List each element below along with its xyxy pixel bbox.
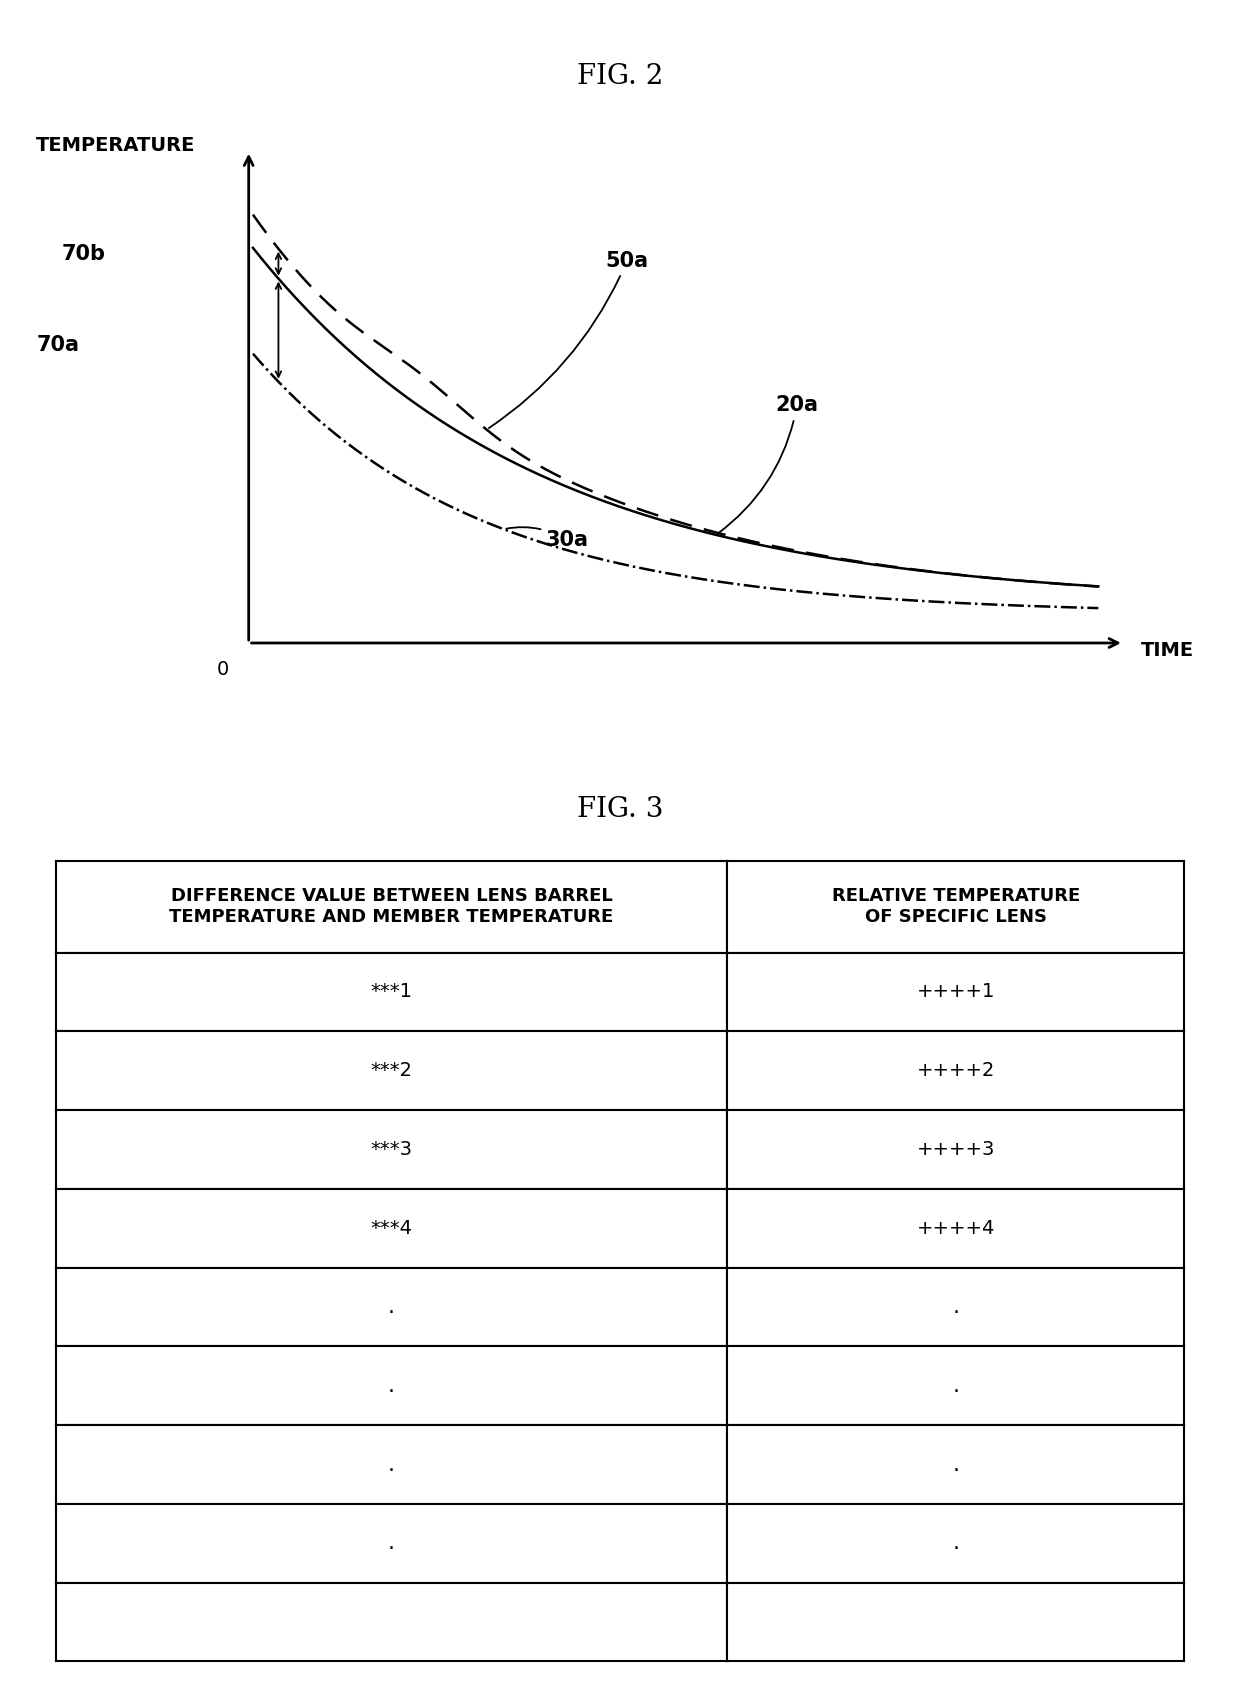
Text: RELATIVE TEMPERATURE
OF SPECIFIC LENS: RELATIVE TEMPERATURE OF SPECIFIC LENS (832, 888, 1080, 925)
Text: ++++1: ++++1 (916, 983, 994, 1002)
Text: .: . (388, 1455, 396, 1474)
Text: .: . (952, 1534, 960, 1554)
Text: .: . (388, 1297, 396, 1317)
Text: .: . (952, 1375, 960, 1396)
Text: ***3: ***3 (371, 1140, 413, 1159)
Text: 20a: 20a (718, 395, 818, 533)
Text: ++++2: ++++2 (916, 1062, 994, 1080)
Text: TIME: TIME (1141, 641, 1194, 659)
Text: ***1: ***1 (371, 983, 413, 1002)
Text: .: . (952, 1455, 960, 1474)
Text: ++++3: ++++3 (916, 1140, 994, 1159)
Text: .: . (388, 1534, 396, 1554)
Text: FIG. 3: FIG. 3 (577, 796, 663, 823)
Text: 70b: 70b (62, 244, 105, 264)
Text: ***2: ***2 (371, 1062, 413, 1080)
Text: ++++4: ++++4 (916, 1218, 994, 1237)
Text: DIFFERENCE VALUE BETWEEN LENS BARREL
TEMPERATURE AND MEMBER TEMPERATURE: DIFFERENCE VALUE BETWEEN LENS BARREL TEM… (170, 888, 614, 925)
Text: 30a: 30a (506, 527, 589, 550)
Text: ***4: ***4 (371, 1218, 413, 1237)
Text: TEMPERATURE: TEMPERATURE (36, 136, 196, 155)
Text: .: . (388, 1375, 396, 1396)
Text: 70a: 70a (36, 334, 79, 354)
Text: 0: 0 (217, 659, 229, 678)
Text: .: . (952, 1297, 960, 1317)
Text: FIG. 2: FIG. 2 (577, 63, 663, 90)
Text: 50a: 50a (489, 250, 649, 428)
